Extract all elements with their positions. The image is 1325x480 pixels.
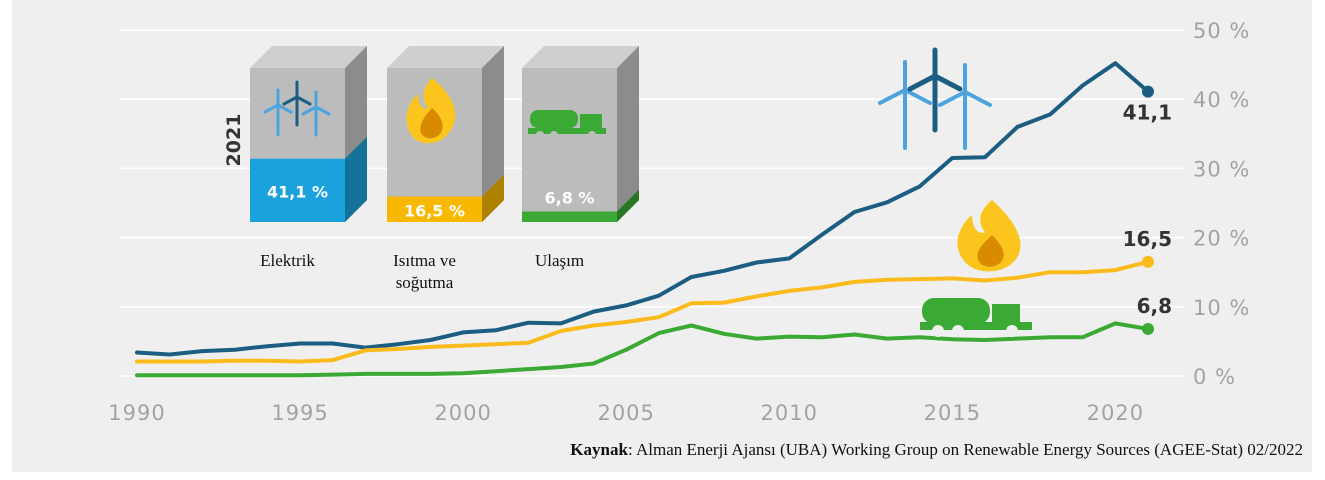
x-tick-label: 2000 xyxy=(434,401,491,425)
source-label: Kaynak xyxy=(570,440,628,459)
x-tick-label: 2020 xyxy=(1087,401,1144,425)
value-label: 41,1 xyxy=(1123,101,1172,125)
category-label: Elektrik xyxy=(233,250,343,272)
y-tick-label: 40 % xyxy=(1193,88,1250,112)
value-label: 6,8 xyxy=(1137,294,1172,318)
box-value-label: 16,5 % xyxy=(404,201,465,220)
page: 0 % 10 % 20 % 30 % 40 % 50 % 1990 1995 2000 2005 2… xyxy=(0,0,1325,480)
category-label: Ulaşım xyxy=(505,250,615,272)
box-value-label: 6,8 % xyxy=(545,189,595,208)
box-value-label: 41,1 % xyxy=(267,182,328,201)
end-point xyxy=(1142,256,1154,268)
y-tick-label: 20 % xyxy=(1193,227,1250,251)
category-label: Isıtma ve soğutma xyxy=(370,250,480,294)
y-tick-label: 50 % xyxy=(1193,19,1250,43)
end-point xyxy=(1142,86,1154,98)
x-tick-label: 1990 xyxy=(108,401,165,425)
inset-title: 2021 xyxy=(223,114,245,167)
source-text: : Alman Enerji Ajansı (UBA) Working Grou… xyxy=(628,440,1303,459)
x-tick-label: 1995 xyxy=(271,401,328,425)
x-tick-label: 2005 xyxy=(597,401,654,425)
box-fill xyxy=(522,212,617,222)
y-tick-label: 10 % xyxy=(1193,296,1250,320)
chart: 0 % 10 % 20 % 30 % 40 % 50 % 1990 1995 2000 2005 2… xyxy=(0,0,1325,480)
value-label: 16,5 xyxy=(1123,227,1172,251)
x-tick-label: 2010 xyxy=(761,401,818,425)
y-tick-label: 0 % xyxy=(1193,365,1236,389)
end-point xyxy=(1142,323,1154,335)
source: Kaynak: Alman Enerji Ajansı (UBA) Workin… xyxy=(570,440,1303,460)
y-tick-label: 30 % xyxy=(1193,157,1250,181)
x-tick-label: 2015 xyxy=(924,401,981,425)
